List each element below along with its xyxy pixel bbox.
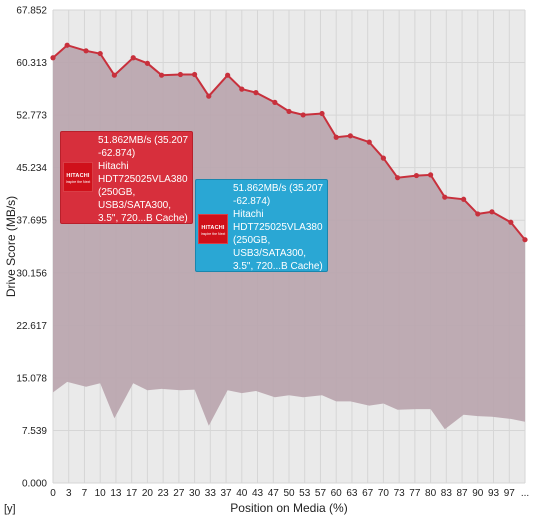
tooltip-blue: HITACHI Inspire the Next 51.862MB/s (35.… xyxy=(195,179,328,272)
x-tick-label: 77 xyxy=(409,488,421,499)
x-tick-label: 97 xyxy=(504,488,516,499)
tooltip-line: 51.862MB/s (35.207 xyxy=(233,183,324,194)
x-tick-label: 20 xyxy=(142,488,154,499)
x-tick-label: 73 xyxy=(394,488,406,499)
tooltip-text: 51.862MB/s (35.207 -62.874) Hitachi HDT7… xyxy=(98,134,192,225)
tooltip-line: 3.5", 720...B Cache) xyxy=(98,213,188,224)
data-point xyxy=(366,139,372,145)
y-tick-label: 0.000 xyxy=(22,479,47,490)
data-point xyxy=(144,60,150,66)
x-tick-label: 17 xyxy=(126,488,138,499)
y-tick-label: 37.695 xyxy=(16,216,47,227)
data-point xyxy=(394,175,401,181)
tooltip-line: USB3/SATA300, xyxy=(98,200,171,211)
data-point xyxy=(442,194,448,200)
tooltip-line: -62.874) xyxy=(233,196,271,207)
x-tick-label: 3 xyxy=(66,488,72,499)
x-tick-label: 30 xyxy=(189,488,201,499)
data-point xyxy=(158,72,165,78)
x-tick-label: 43 xyxy=(252,488,264,499)
tooltip-line: Hitachi xyxy=(98,161,129,172)
data-point xyxy=(192,71,198,78)
data-point xyxy=(225,72,231,78)
y-tick-label: 60.313 xyxy=(16,58,47,69)
y-tick-label: 22.617 xyxy=(16,321,47,332)
data-point xyxy=(272,99,278,105)
data-point xyxy=(319,110,325,117)
data-point xyxy=(111,72,117,78)
tooltip-red: HITACHI Inspire the Next 51.862MB/s (35.… xyxy=(60,131,193,224)
x-tick-label: 67 xyxy=(362,488,374,499)
x-tick-label: 27 xyxy=(173,488,185,499)
hitachi-logo-icon: HITACHI Inspire the Next xyxy=(198,214,228,244)
x-tick-label: 7 xyxy=(82,488,88,499)
y-tick-label: 67.852 xyxy=(16,6,47,17)
data-point xyxy=(489,209,495,215)
data-point xyxy=(286,108,292,115)
x-tick-label: ... xyxy=(521,488,529,499)
y-tick-label: 30.156 xyxy=(16,268,47,279)
y-tick-label: 52.773 xyxy=(16,111,47,122)
x-tick-label: 37 xyxy=(221,488,233,499)
data-point xyxy=(300,112,306,118)
y-axis-tick-labels: 0.000 7.539 15.078 22.617 30.156 37.695 45.234… xyxy=(16,6,47,490)
x-tick-label: 80 xyxy=(425,488,437,499)
x-tick-label: 60 xyxy=(331,488,343,499)
axis-corner-label: [y] xyxy=(4,503,16,515)
x-tick-label: 10 xyxy=(95,488,107,499)
x-tick-label: 13 xyxy=(110,488,122,499)
x-tick-label: 0 xyxy=(50,488,56,499)
data-point xyxy=(50,55,56,61)
data-point xyxy=(64,42,70,48)
x-tick-label: 93 xyxy=(488,488,500,499)
x-tick-label: 63 xyxy=(346,488,358,499)
x-tick-label: 47 xyxy=(268,488,280,499)
x-tick-label: 70 xyxy=(378,488,390,499)
data-point xyxy=(413,172,420,179)
tooltip-line: 51.862MB/s (35.207 xyxy=(98,135,189,146)
data-point xyxy=(83,48,89,54)
y-tick-label: 15.078 xyxy=(16,373,47,384)
x-tick-label: 53 xyxy=(299,488,311,499)
x-tick-label: 33 xyxy=(205,488,217,499)
tooltip-line: -62.874) xyxy=(98,148,136,159)
hitachi-logo-icon: HITACHI Inspire the Next xyxy=(63,162,93,192)
data-point xyxy=(97,50,103,57)
x-tick-label: 57 xyxy=(315,488,327,499)
data-point xyxy=(380,155,386,161)
x-tick-label: 87 xyxy=(457,488,469,499)
data-point xyxy=(475,211,481,217)
x-tick-label: 83 xyxy=(441,488,453,499)
x-axis-label: Position on Media (%) xyxy=(230,501,347,515)
tooltip-line: (250GB, xyxy=(233,235,271,246)
y-tick-label: 45.234 xyxy=(16,163,47,174)
tooltip-line: (250GB, xyxy=(98,187,136,198)
data-point xyxy=(428,172,434,178)
tooltip-line: Hitachi xyxy=(233,209,264,220)
y-tick-label: 7.539 xyxy=(22,426,47,437)
data-point xyxy=(206,93,212,99)
tooltip-line: 3.5", 720...B Cache) xyxy=(233,261,323,272)
data-point xyxy=(347,133,353,139)
data-point xyxy=(461,196,467,202)
x-tick-label: 23 xyxy=(158,488,170,499)
data-point-markers xyxy=(50,42,528,243)
x-tick-label: 40 xyxy=(236,488,248,499)
x-axis-tick-labels: 0 3 7 10 13 17 20 23 27 30 33 37 40 43 47 50 53 57 60 63 67 7… xyxy=(50,488,529,499)
data-point xyxy=(130,55,136,61)
tooltip-line: HDT725025VLA380 xyxy=(98,174,188,185)
tooltip-text: 51.862MB/s (35.207 -62.874) Hitachi HDT7… xyxy=(233,182,327,273)
data-point xyxy=(253,90,259,96)
tooltip-line: USB3/SATA300, xyxy=(233,248,306,259)
data-point xyxy=(508,219,514,225)
x-tick-label: 50 xyxy=(283,488,295,499)
data-point xyxy=(333,134,339,140)
x-tick-label: 90 xyxy=(472,488,484,499)
data-point xyxy=(522,237,528,243)
data-point xyxy=(177,71,184,78)
y-axis-label: Drive Score (MB/s) xyxy=(4,196,18,297)
tooltip-line: HDT725025VLA380 xyxy=(233,222,323,233)
data-point xyxy=(239,86,245,92)
